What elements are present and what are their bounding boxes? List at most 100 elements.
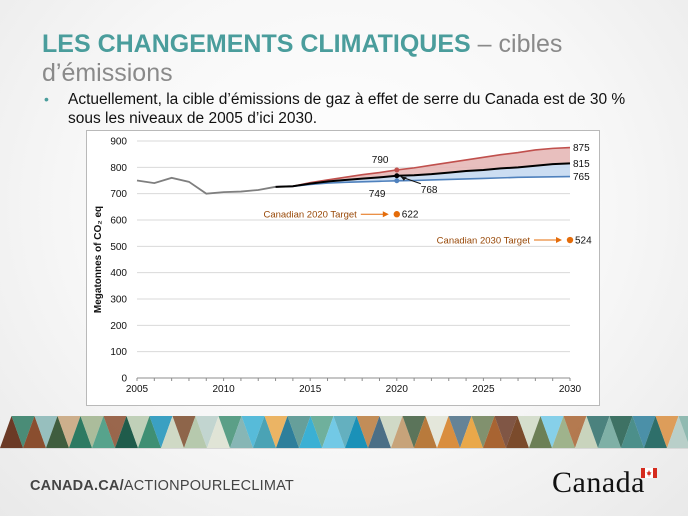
callout-arrowhead [400, 176, 407, 181]
ribbon-triangle [425, 416, 449, 448]
y-tick-label: 100 [110, 347, 127, 358]
ribbon-triangle [172, 416, 196, 448]
y-tick-label: 700 [110, 189, 127, 200]
y-tick-label: 600 [110, 216, 127, 227]
ribbon-triangle [23, 416, 46, 448]
ribbon-triangle [322, 416, 345, 448]
ribbon-triangle [69, 416, 92, 448]
ribbon-triangle [264, 416, 288, 448]
ribbon-triangle [46, 416, 69, 448]
target-arrowhead [382, 211, 389, 218]
ribbon-triangle [379, 416, 403, 448]
ribbon-triangle [563, 416, 587, 448]
ribbon-triangle [552, 416, 575, 448]
x-tick-label: 2015 [299, 384, 322, 395]
ribbon-triangle [621, 416, 644, 448]
target-value-label: 524 [575, 236, 592, 247]
ribbon-triangle [184, 416, 207, 448]
ribbon-triangle [586, 416, 610, 448]
target-label: Canadian 2020 Target [263, 210, 357, 221]
y-tick-label: 300 [110, 295, 127, 306]
data-label: 749 [369, 189, 386, 200]
ribbon-triangle [11, 416, 35, 448]
ribbon-triangle [391, 416, 414, 448]
y-axis-label: Megatonnes of CO₂ eq [93, 206, 104, 313]
ribbon-triangle [195, 416, 219, 448]
y-tick-label: 800 [110, 163, 127, 174]
bullet-item: • Actuellement, la cible d’émissions de … [44, 90, 654, 128]
chart-canvas: 0 100 200 300 400 500 600 700 800 900 2005 2010 2015… [93, 137, 592, 396]
footer-divider [0, 448, 688, 449]
ribbon-triangle [92, 416, 115, 448]
ribbon-triangle [207, 416, 230, 448]
ribbon-triangle [368, 416, 391, 448]
ribbon-triangle [241, 416, 265, 448]
ribbon-triangle [218, 416, 242, 448]
bullet-text: Actuellement, la cible d’émissions de ga… [68, 91, 626, 127]
title-rest: – cibles d’émissions [42, 30, 563, 87]
x-tick-label: 2005 [126, 384, 149, 395]
title-main: LES CHANGEMENTS CLIMATIQUES [42, 30, 471, 58]
target-marker [393, 211, 400, 218]
ribbon-triangle [529, 416, 552, 448]
target-label: Canadian 2030 Target [437, 236, 531, 247]
y-tick-label: 500 [110, 242, 127, 253]
ribbon-triangle [460, 416, 483, 448]
ribbon-triangle [138, 416, 161, 448]
ribbon-triangle [276, 416, 299, 448]
ribbon-triangle [287, 416, 311, 448]
ribbon-triangle [149, 416, 173, 448]
emissions-chart: 0 100 200 300 400 500 600 700 800 900 2005 2010 2015… [86, 130, 600, 406]
ribbon-triangle [655, 416, 679, 448]
historical-emissions-line [136, 176, 276, 195]
reference-scenario-line [275, 162, 571, 188]
ribbon-triangle [230, 416, 253, 448]
y-tick-label: 0 [121, 374, 127, 385]
canada-wordmark-logo: Canada [552, 466, 645, 499]
ribbon-triangle [34, 416, 58, 448]
canada-flag-icon [641, 468, 657, 478]
x-tick-label: 2025 [472, 384, 495, 395]
end-value-label: 765 [573, 172, 590, 183]
footer-url-link[interactable]: CANADA.CA/ACTIONPOURLECLIMAT [30, 478, 294, 494]
data-label: 768 [421, 185, 438, 196]
x-tick-label: 2010 [212, 384, 235, 395]
target-marker [566, 236, 574, 244]
ribbon-triangle [57, 416, 81, 448]
ribbon-triangle [299, 416, 322, 448]
ribbon-triangle [667, 416, 688, 448]
ribbon-triangle [448, 416, 472, 448]
target-value-label: 622 [402, 210, 419, 221]
ribbon-triangle [103, 416, 127, 448]
ribbon-triangle [310, 416, 334, 448]
x-tick-label: 2020 [386, 384, 409, 395]
y-tick-label: 200 [110, 321, 127, 332]
ribbon-triangle [506, 416, 529, 448]
ribbon-triangle [80, 416, 104, 448]
ribbon-triangle [598, 416, 621, 448]
ribbon-triangle [644, 416, 667, 448]
target-arrowhead [556, 237, 562, 244]
ribbon-triangle [575, 416, 598, 448]
ribbon-triangle [333, 416, 357, 448]
ribbon-triangle [494, 416, 518, 448]
ribbon-triangle [356, 416, 380, 448]
x-tick-label: 2030 [559, 384, 582, 395]
ribbon-triangle [0, 416, 23, 448]
end-value-label: 815 [573, 159, 590, 170]
footer-url-domain: CANADA.CA/ [30, 478, 124, 494]
point-marker [394, 178, 400, 184]
ribbon-triangle [345, 416, 368, 448]
point-marker [394, 167, 400, 173]
data-label: 790 [372, 155, 389, 166]
ribbon-triangle [126, 416, 150, 448]
low-scenario-line [275, 175, 571, 188]
footer-url-path: ACTIONPOURLECLIMAT [123, 478, 294, 494]
bullet-dot-icon: • [44, 91, 49, 107]
ribbon-triangle [632, 416, 656, 448]
ribbon-triangle [253, 416, 276, 448]
end-value-label: 875 [573, 143, 590, 154]
y-tick-label: 400 [110, 268, 127, 279]
ribbon-triangle [437, 416, 460, 448]
ribbon-triangle [540, 416, 564, 448]
